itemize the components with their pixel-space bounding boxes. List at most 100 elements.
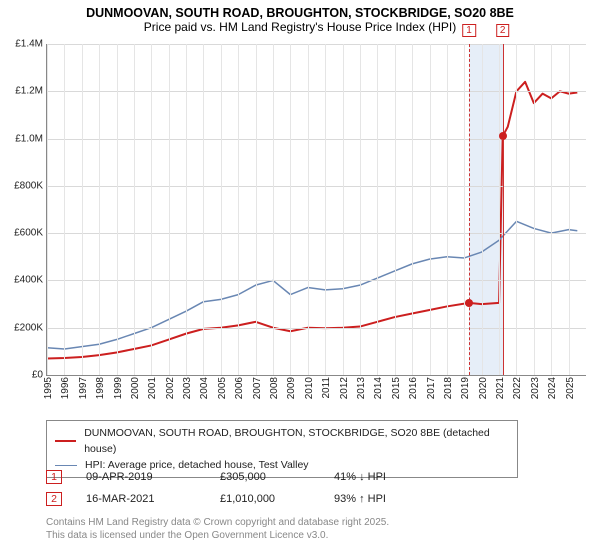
gridline-v (99, 44, 100, 375)
ytick-label: £1.2M (15, 86, 43, 97)
xtick-label: 2002 (165, 377, 176, 399)
xtick-label: 2000 (130, 377, 141, 399)
gridline-v (395, 44, 396, 375)
gridline-v (117, 44, 118, 375)
xtick-label: 1996 (60, 377, 71, 399)
chart-container: DUNMOOVAN, SOUTH ROAD, BROUGHTON, STOCKB… (0, 0, 600, 560)
gridline-v (308, 44, 309, 375)
xtick-label: 2008 (269, 377, 280, 399)
xtick-label: 2014 (373, 377, 384, 399)
series-line (47, 221, 577, 349)
gridline-v (377, 44, 378, 375)
footer-line-2: This data is licensed under the Open Gov… (46, 529, 586, 542)
ytick-label: £1.0M (15, 133, 43, 144)
gridline-h (47, 328, 586, 329)
ytick-label: £200K (14, 322, 43, 333)
gridline-v (64, 44, 65, 375)
ytick-label: £0 (32, 370, 43, 381)
gridline-h (47, 91, 586, 92)
gridline-v (534, 44, 535, 375)
gridline-v (221, 44, 222, 375)
ytick-label: £400K (14, 275, 43, 286)
xtick-label: 2024 (547, 377, 558, 399)
marker-vertical-line (503, 44, 504, 375)
gridline-h (47, 44, 586, 45)
gridline-v (482, 44, 483, 375)
transaction-row: 1 09-APR-2019 £305,000 41% ↓ HPI (46, 466, 586, 488)
xtick-label: 2018 (443, 377, 454, 399)
gridline-v (343, 44, 344, 375)
gridline-v (273, 44, 274, 375)
footer-line-1: Contains HM Land Registry data © Crown c… (46, 516, 586, 529)
xtick-label: 2022 (512, 377, 523, 399)
gridline-v (256, 44, 257, 375)
xtick-label: 2001 (147, 377, 158, 399)
title-block: DUNMOOVAN, SOUTH ROAD, BROUGHTON, STOCKB… (0, 0, 600, 36)
gridline-v (551, 44, 552, 375)
gridline-v (186, 44, 187, 375)
gridline-v (325, 44, 326, 375)
transaction-price: £1,010,000 (220, 493, 310, 505)
xtick-label: 1999 (113, 377, 124, 399)
xtick-label: 2017 (426, 377, 437, 399)
xtick-label: 2015 (391, 377, 402, 399)
gridline-v (47, 44, 48, 375)
ytick-label: £800K (14, 180, 43, 191)
gridline-v (447, 44, 448, 375)
marker-vertical-line (469, 44, 470, 375)
ytick-label: £600K (14, 228, 43, 239)
transactions-table: 109-APR-2019£305,00041% ↓ HPI216-MAR-202… (46, 466, 586, 510)
xtick-label: 2025 (565, 377, 576, 399)
chart-area: £0£200K£400K£600K£800K£1.0M£1.2M£1.4M199… (46, 44, 586, 394)
line-layer (47, 44, 586, 375)
xtick-label: 2023 (530, 377, 541, 399)
xtick-label: 2010 (304, 377, 315, 399)
legend-swatch (55, 440, 76, 442)
transaction-date: 16-MAR-2021 (86, 493, 196, 505)
gridline-v (290, 44, 291, 375)
transaction-badge: 1 (46, 470, 62, 484)
gridline-v (516, 44, 517, 375)
series-line (47, 82, 577, 359)
xtick-label: 1997 (78, 377, 89, 399)
gridline-h (47, 186, 586, 187)
gridline-v (430, 44, 431, 375)
marker-label: 2 (496, 24, 510, 37)
xtick-label: 2012 (339, 377, 350, 399)
gridline-v (360, 44, 361, 375)
gridline-v (464, 44, 465, 375)
xtick-label: 2005 (217, 377, 228, 399)
marker-dot (465, 299, 473, 307)
transaction-date: 09-APR-2019 (86, 471, 196, 483)
xtick-label: 2007 (252, 377, 263, 399)
xtick-label: 2021 (495, 377, 506, 399)
xtick-label: 2006 (234, 377, 245, 399)
gridline-h (47, 280, 586, 281)
xtick-label: 2004 (199, 377, 210, 399)
gridline-v (203, 44, 204, 375)
marker-label: 1 (462, 24, 476, 37)
gridline-v (569, 44, 570, 375)
gridline-h (47, 233, 586, 234)
gridline-v (499, 44, 500, 375)
transaction-delta: 41% ↓ HPI (334, 471, 444, 483)
gridline-v (412, 44, 413, 375)
xtick-label: 2019 (460, 377, 471, 399)
marker-dot (499, 132, 507, 140)
gridline-v (151, 44, 152, 375)
gridline-v (82, 44, 83, 375)
gridline-v (134, 44, 135, 375)
footer-attribution: Contains HM Land Registry data © Crown c… (46, 516, 586, 542)
transaction-price: £305,000 (220, 471, 310, 483)
xtick-label: 1998 (95, 377, 106, 399)
transaction-delta: 93% ↑ HPI (334, 493, 444, 505)
gridline-v (238, 44, 239, 375)
legend-label: DUNMOOVAN, SOUTH ROAD, BROUGHTON, STOCKB… (84, 425, 509, 457)
xtick-label: 1995 (43, 377, 54, 399)
xtick-label: 2020 (478, 377, 489, 399)
title-main: DUNMOOVAN, SOUTH ROAD, BROUGHTON, STOCKB… (8, 6, 592, 20)
xtick-label: 2003 (182, 377, 193, 399)
xtick-label: 2009 (286, 377, 297, 399)
plot-area: £0£200K£400K£600K£800K£1.0M£1.2M£1.4M199… (46, 44, 586, 376)
gridline-v (169, 44, 170, 375)
